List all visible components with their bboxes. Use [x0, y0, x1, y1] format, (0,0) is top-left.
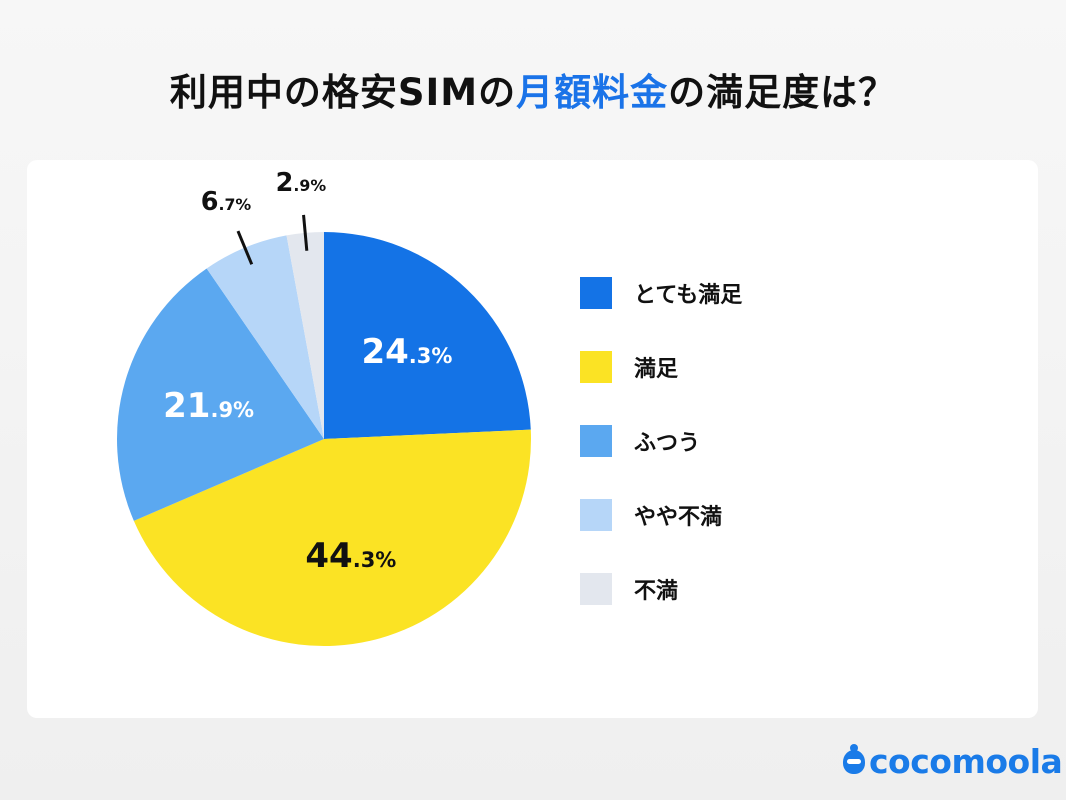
data-label: 6.7% [201, 187, 251, 217]
legend-label: 不満 [634, 579, 679, 604]
data-label-dec: .7% [218, 194, 252, 214]
data-label: 24.3% [361, 332, 452, 372]
legend-label: とても満足 [634, 283, 743, 308]
data-label: 2.9% [276, 168, 326, 198]
legend-label: 満足 [634, 357, 679, 382]
legend-swatch [580, 277, 612, 309]
data-label: 21.9% [163, 386, 254, 426]
legend-swatch [580, 573, 612, 605]
brand-logo: cocomoola [843, 742, 1063, 781]
legend-swatch [580, 499, 612, 531]
pie-chart [116, 214, 531, 646]
legend-item: やや不満 [580, 499, 742, 531]
logo-text: cocomoola [869, 742, 1063, 781]
leader-line [302, 214, 309, 251]
pie-slice [116, 268, 325, 521]
leader-line [236, 230, 254, 265]
data-label-dec: .3% [352, 548, 397, 572]
pie-slice [324, 232, 531, 439]
legend-swatch [580, 351, 612, 383]
pie-slice [206, 235, 324, 439]
legend-item: 満足 [580, 351, 742, 383]
title-text-end: の満足度は？ [668, 71, 897, 114]
legend-item: とても満足 [580, 277, 742, 309]
data-label-int: 2 [275, 168, 294, 199]
data-label-dec: .9% [293, 176, 327, 196]
chart-card: 24.3% 44.3% 21.9% 6.7% 2.9% とても満足 満足 ふつう やや不満 不満 [27, 160, 1038, 718]
legend-label: ふつう [634, 431, 701, 456]
legend-label: やや不満 [634, 505, 723, 530]
title-text: 利用中の格安SIMの [169, 71, 517, 114]
data-label-int: 6 [200, 186, 219, 217]
data-label: 44.3% [305, 536, 396, 576]
chart-title: 利用中の格安SIMの月額料金の満足度は？ [0, 62, 1066, 116]
legend-item: ふつう [580, 425, 742, 457]
pie-slice [286, 232, 324, 439]
data-label-int: 24 [361, 332, 409, 373]
data-label-int: 44 [305, 536, 353, 576]
title-highlight: 月額料金 [516, 71, 669, 114]
logo-mascot-icon [843, 743, 865, 774]
data-label-dec: .9% [210, 397, 255, 422]
legend-item: 不満 [580, 573, 742, 605]
legend: とても満足満足ふつうやや不満不満 [580, 277, 742, 647]
pie-slice [133, 429, 531, 646]
data-label-int: 21 [163, 385, 211, 426]
legend-swatch [580, 425, 612, 457]
data-label-dec: .3% [408, 344, 453, 369]
